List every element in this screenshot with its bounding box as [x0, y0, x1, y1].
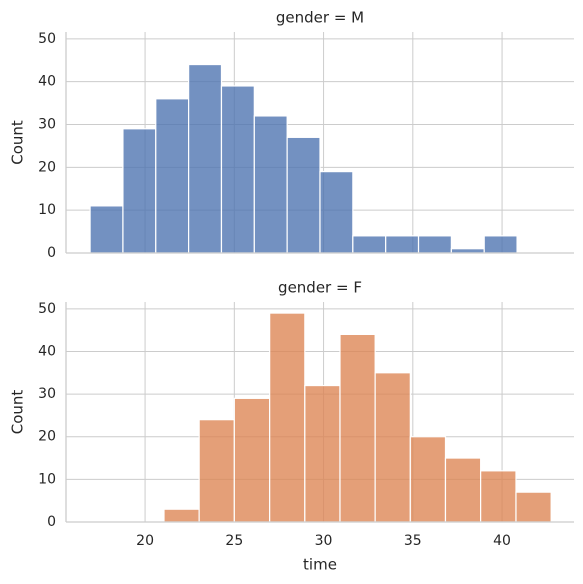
- y-tick-label: 30: [38, 117, 56, 133]
- bar: [319, 171, 354, 254]
- x-tick-label: 35: [404, 533, 422, 549]
- x-axis-label: time: [303, 556, 337, 574]
- bar: [89, 205, 124, 254]
- x-tick-label: 40: [493, 533, 511, 549]
- bar: [220, 85, 255, 254]
- bar: [188, 63, 223, 254]
- bar: [163, 508, 200, 523]
- y-axis-label: Count: [9, 120, 27, 165]
- y-tick-label: 40: [38, 343, 56, 359]
- bar: [409, 436, 447, 523]
- bar: [480, 470, 517, 523]
- bar: [198, 419, 235, 523]
- x-tick-label: 30: [315, 533, 333, 549]
- y-tick-label: 50: [38, 301, 56, 317]
- y-tick-label: 40: [38, 74, 56, 90]
- panel-title: gender = M: [276, 9, 364, 27]
- bar: [515, 491, 552, 523]
- y-tick-label: 20: [38, 159, 56, 175]
- bar: [339, 333, 376, 523]
- bar: [233, 397, 271, 523]
- bar: [385, 235, 420, 254]
- y-tick-label: 10: [38, 202, 56, 218]
- y-tick-label: 50: [38, 31, 56, 47]
- bar: [122, 128, 157, 254]
- bar: [374, 372, 411, 523]
- y-axis-label: Count: [9, 390, 27, 435]
- bar: [483, 235, 518, 254]
- y-tick-label: 30: [38, 386, 56, 402]
- x-tick-label: 25: [225, 533, 243, 549]
- y-tick-label: 20: [38, 429, 56, 445]
- y-tick-label: 0: [47, 245, 56, 261]
- bar: [155, 98, 190, 254]
- bar: [286, 136, 321, 254]
- y-tick-label: 10: [38, 471, 56, 487]
- bar: [417, 235, 452, 254]
- bar: [253, 115, 288, 254]
- bar: [304, 384, 341, 523]
- bar: [352, 235, 387, 254]
- bar: [444, 457, 482, 523]
- panel-title: gender = F: [278, 279, 362, 297]
- y-tick-label: 0: [47, 514, 56, 530]
- x-tick-label: 20: [136, 533, 154, 549]
- bar: [269, 312, 306, 523]
